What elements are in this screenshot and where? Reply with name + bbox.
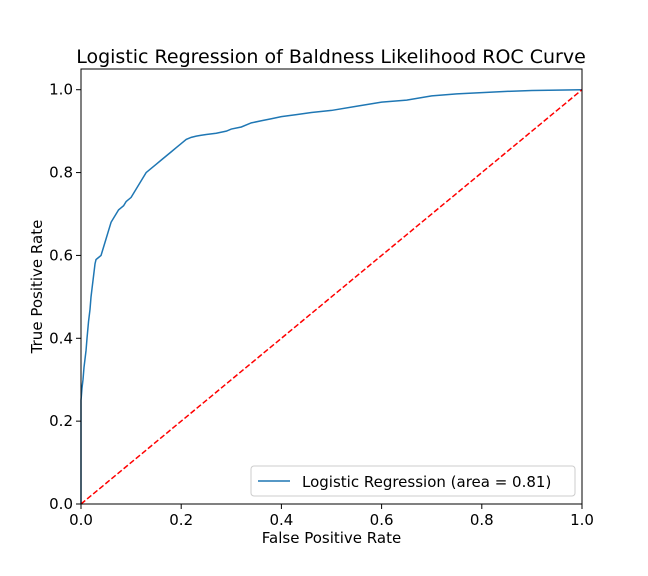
x-tick-label: 0.4 bbox=[269, 511, 293, 529]
plot-area bbox=[81, 69, 582, 504]
y-tick-label: 0.4 bbox=[49, 329, 73, 347]
y-tick-label: 0.0 bbox=[49, 495, 73, 513]
x-tick-label: 0.8 bbox=[470, 511, 494, 529]
legend-entry-label: Logistic Regression (area = 0.81) bbox=[302, 473, 551, 491]
x-axis-label: False Positive Rate bbox=[262, 529, 401, 547]
chart-title: Logistic Regression of Baldness Likeliho… bbox=[76, 46, 586, 68]
roc-curve-line bbox=[80, 88, 583, 504]
x-tick-label: 0.2 bbox=[169, 511, 193, 529]
legend: Logistic Regression (area = 0.81) bbox=[250, 465, 576, 497]
legend-box bbox=[250, 465, 576, 497]
y-tick-label: 0.2 bbox=[49, 412, 73, 430]
y-axis-ticks: 0.0 0.2 0.4 0.6 0.8 1.0 bbox=[49, 81, 81, 513]
x-tick-label: 0.0 bbox=[69, 511, 93, 529]
plot-frame bbox=[80, 68, 583, 505]
x-axis-ticks: 0.0 0.2 0.4 0.6 0.8 1.0 bbox=[69, 504, 594, 529]
y-tick-label: 1.0 bbox=[49, 81, 73, 99]
y-tick-label: 0.8 bbox=[49, 164, 73, 182]
chance-diagonal-line bbox=[80, 89, 583, 505]
x-tick-label: 0.6 bbox=[370, 511, 394, 529]
y-axis-label: True Positive Rate bbox=[28, 220, 46, 355]
y-tick-label: 0.6 bbox=[49, 246, 73, 264]
x-tick-label: 1.0 bbox=[570, 511, 594, 529]
